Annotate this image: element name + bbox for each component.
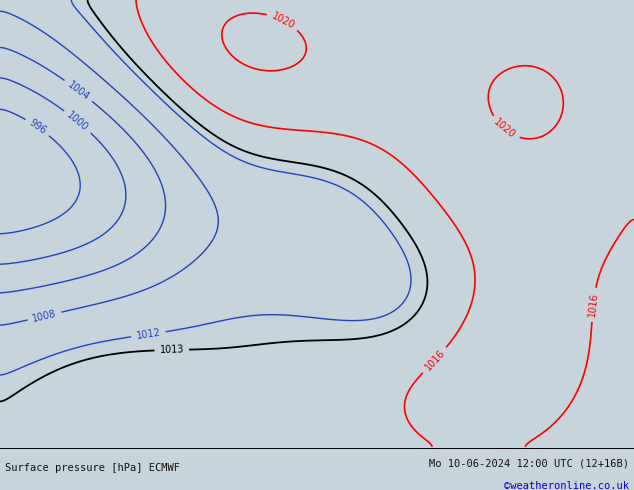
Text: 1013: 1013 (159, 344, 184, 355)
Text: 1008: 1008 (32, 308, 58, 324)
Text: 1012: 1012 (136, 327, 161, 341)
Text: Surface pressure [hPa] ECMWF: Surface pressure [hPa] ECMWF (5, 463, 180, 473)
Text: ©weatheronline.co.uk: ©weatheronline.co.uk (504, 481, 629, 490)
Text: 1020: 1020 (270, 10, 296, 30)
Text: 1004: 1004 (66, 79, 91, 102)
Text: Mo 10-06-2024 12:00 UTC (12+16B): Mo 10-06-2024 12:00 UTC (12+16B) (429, 459, 629, 469)
Text: 1016: 1016 (587, 292, 600, 318)
Text: 1020: 1020 (492, 117, 517, 141)
Text: 1000: 1000 (65, 110, 91, 133)
Text: 1016: 1016 (423, 348, 447, 372)
Text: 996: 996 (27, 118, 48, 137)
